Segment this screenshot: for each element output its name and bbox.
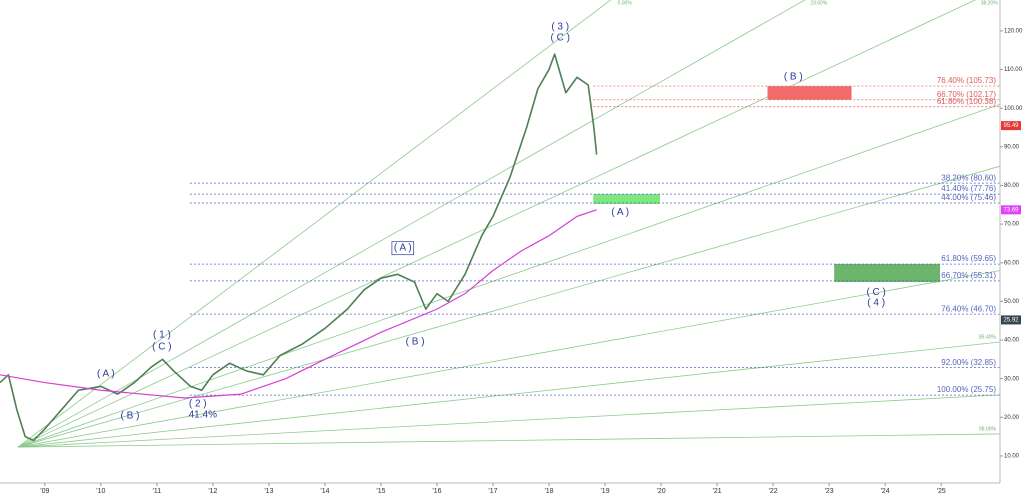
x-tick-label: '16 bbox=[432, 488, 441, 495]
wave-label: ( 1 ) bbox=[153, 330, 171, 341]
fan-line bbox=[17, 433, 1000, 448]
x-tick-label: '11 bbox=[153, 488, 162, 495]
x-tick-label: '21 bbox=[713, 488, 722, 495]
fan-line bbox=[17, 103, 1000, 448]
y-tick-label: 20.00 bbox=[1004, 415, 1020, 421]
x-tick-label: '12 bbox=[208, 488, 217, 495]
y-tick-label: 80.00 bbox=[1004, 183, 1020, 189]
wave-label: ( B ) bbox=[406, 337, 425, 348]
wave-label: ( 3 ) bbox=[551, 22, 569, 33]
price-tag bbox=[1001, 315, 1021, 325]
fib-label: 66.70% (102.17) bbox=[937, 90, 996, 99]
fan-line bbox=[17, 394, 1000, 448]
wave-label: ( A ) bbox=[394, 243, 412, 254]
wave-label: ( 4 ) bbox=[867, 298, 885, 309]
wave-label-box bbox=[391, 241, 415, 256]
fib-label: 76.40% (105.73) bbox=[937, 76, 996, 85]
fib-label: 100.00% (25.75) bbox=[937, 385, 996, 394]
wave-label: ( A ) bbox=[97, 369, 115, 380]
y-tick-label: 40.00 bbox=[1004, 338, 1020, 344]
x-tick-label: '24 bbox=[881, 488, 890, 495]
wave-label: ( C ) bbox=[550, 33, 569, 44]
y-tick-label: 50.00 bbox=[1004, 299, 1020, 305]
x-tick-label: '15 bbox=[376, 488, 385, 495]
wave-label: ( C ) bbox=[866, 287, 885, 298]
x-tick-label: '18 bbox=[544, 488, 553, 495]
x-tick-label: '10 bbox=[96, 488, 105, 495]
fib-label: 38.20% (80.60) bbox=[941, 173, 996, 182]
x-tick-label: '23 bbox=[825, 488, 834, 495]
y-tick-label: 110.00 bbox=[1004, 67, 1023, 73]
fan-label: 0.00% bbox=[618, 0, 633, 6]
price-tag bbox=[1001, 121, 1021, 131]
fib-label: 61.80% (59.65) bbox=[941, 254, 996, 263]
fib-label: 61.80% (100.38) bbox=[937, 97, 996, 106]
x-tick-label: '25 bbox=[937, 488, 946, 495]
target-zone bbox=[593, 193, 660, 205]
x-tick-label: '14 bbox=[320, 488, 329, 495]
y-tick-label: 30.00 bbox=[1004, 376, 1020, 382]
y-tick-label: 60.00 bbox=[1004, 260, 1020, 266]
fan-label: 23.60% bbox=[810, 0, 828, 6]
fib-label: 41.40% (77.76) bbox=[941, 184, 996, 193]
wave-label: ( A ) bbox=[611, 207, 629, 218]
y-tick-label: 90.00 bbox=[1004, 144, 1020, 150]
y-tick-label: 10.00 bbox=[1004, 454, 1020, 460]
fan-label: 85.40% bbox=[979, 334, 997, 340]
x-tick-label: '22 bbox=[769, 488, 778, 495]
wave-label: 41.4% bbox=[189, 410, 217, 421]
wave-label: ( C ) bbox=[152, 342, 171, 353]
y-tick-label: 120.00 bbox=[1004, 28, 1023, 34]
target-zone bbox=[767, 86, 852, 100]
x-tick-label: '19 bbox=[600, 488, 609, 495]
x-tick-label: '17 bbox=[488, 488, 497, 495]
x-tick-label: '20 bbox=[657, 488, 666, 495]
fan-line bbox=[17, 341, 1000, 448]
x-tick-label: '13 bbox=[264, 488, 273, 495]
fib-label: 92.00% (32.85) bbox=[941, 358, 996, 367]
wave-label: ( 2 ) bbox=[189, 398, 207, 409]
y-tick-label: 70.00 bbox=[1004, 222, 1020, 228]
fib-label: 66.70% (55.31) bbox=[941, 271, 996, 280]
price-tag-label: 73.69 bbox=[1003, 207, 1019, 213]
price-tag-label: 95.49 bbox=[1003, 123, 1019, 129]
fan-line bbox=[17, 270, 1000, 448]
fan-line bbox=[17, 165, 1000, 448]
price-tag-label: 25.92 bbox=[1003, 318, 1019, 324]
y-tick-label: 100.00 bbox=[1004, 106, 1023, 112]
fib-label: 44.00% (75.46) bbox=[941, 193, 996, 202]
wave-label: ( B ) bbox=[784, 72, 803, 83]
wave-label: ( B ) bbox=[121, 410, 140, 421]
series-line bbox=[0, 209, 597, 399]
fan-line bbox=[17, 0, 612, 448]
plot-area: 0.00% 23.60% 38.20% 85.40% 98.00% 76.40% (105… bbox=[0, 0, 1000, 448]
x-tick-label: '09 bbox=[40, 488, 49, 495]
fan-line bbox=[17, 0, 806, 448]
fan-label: 98.00% bbox=[979, 426, 997, 432]
fan-line bbox=[17, 0, 977, 448]
price-tag bbox=[1001, 205, 1021, 215]
target-zone bbox=[834, 263, 941, 283]
series-line bbox=[0, 53, 598, 442]
fan-label: 38.20% bbox=[981, 0, 999, 6]
fib-label: 76.40% (46.70) bbox=[941, 304, 996, 313]
